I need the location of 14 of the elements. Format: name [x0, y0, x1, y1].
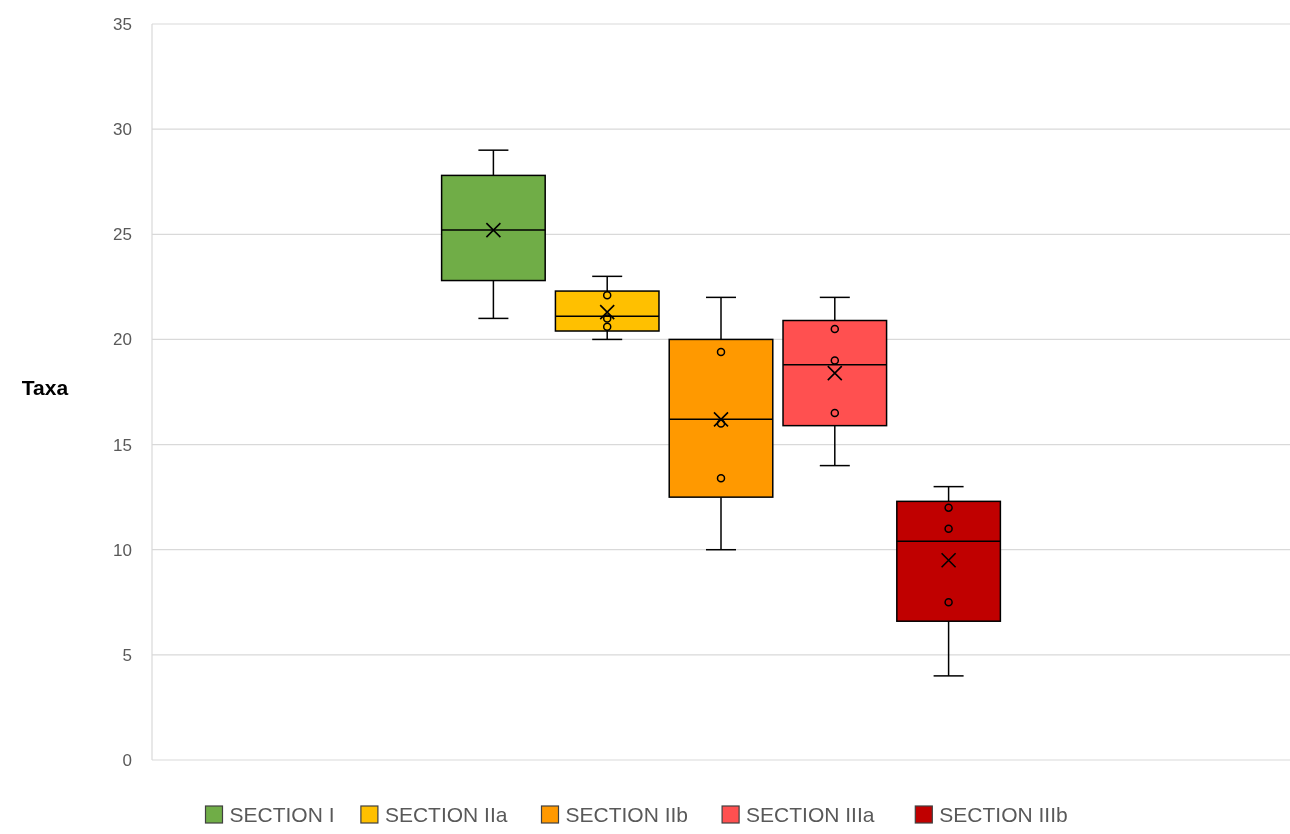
- legend-label: SECTION IIIa: [746, 803, 875, 826]
- y-tick-label: 20: [113, 330, 132, 350]
- y-tick-label: 25: [113, 225, 132, 245]
- legend-label: SECTION IIIb: [939, 803, 1068, 826]
- y-tick-label: 30: [113, 120, 132, 140]
- y-tick-label: 0: [122, 750, 132, 770]
- y-tick-label: 10: [113, 540, 132, 560]
- y-tick-label: 15: [113, 435, 132, 455]
- legend-label: SECTION IIa: [384, 803, 508, 826]
- y-tick-label: 5: [122, 645, 132, 665]
- legend-label: SECTION IIb: [565, 803, 689, 826]
- legend-label: SECTION I: [229, 803, 335, 826]
- y-axis-title: Taxa: [21, 376, 69, 399]
- y-tick-label: 35: [113, 14, 132, 34]
